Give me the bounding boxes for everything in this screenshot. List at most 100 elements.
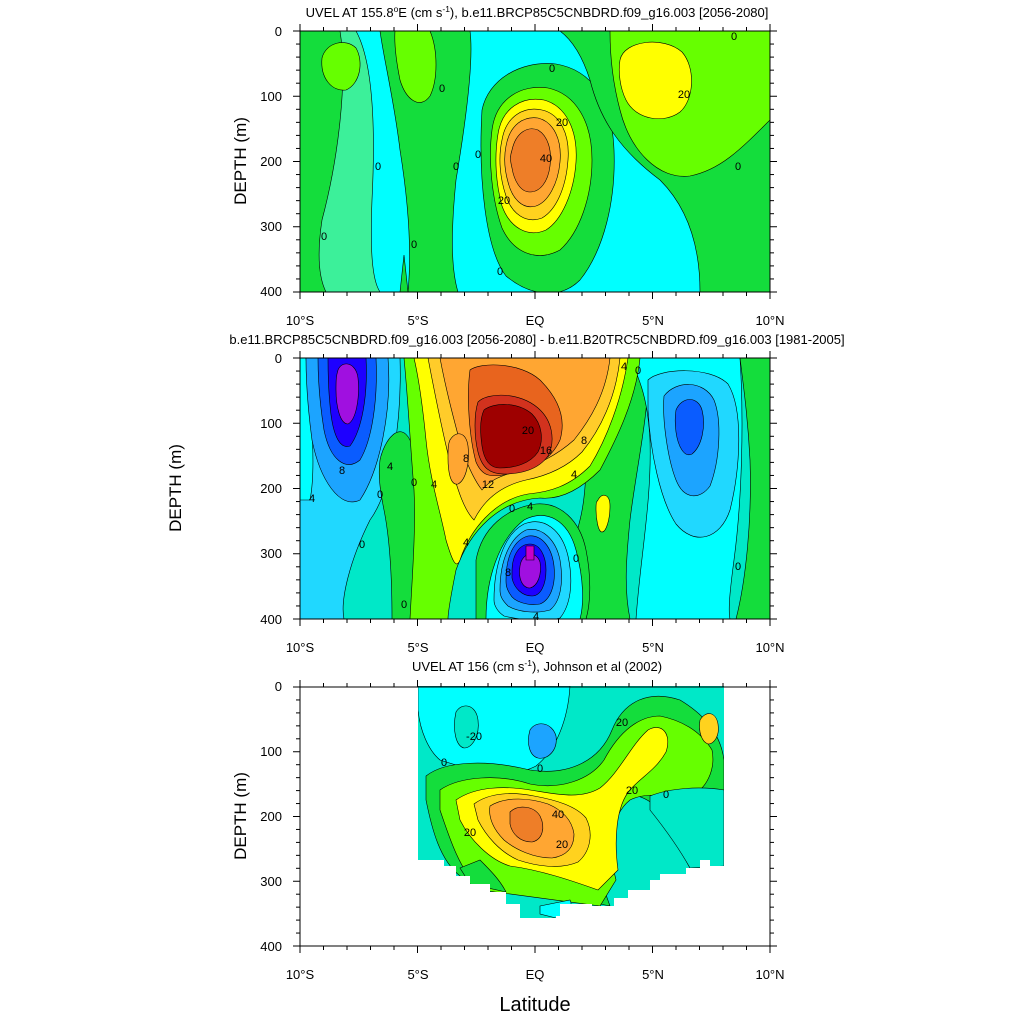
- contour-label: 20: [616, 717, 628, 729]
- bot-fill-blob1: [454, 705, 479, 749]
- panel-middle-ticks: [293, 351, 777, 626]
- y-tick-label: 200: [260, 481, 282, 496]
- contour-label: 4: [571, 469, 577, 481]
- x-tick-label: 5°N: [642, 640, 664, 655]
- panel-bottom-ticks: [293, 680, 777, 953]
- panel-top-ylabel: DEPTH (m): [231, 117, 250, 205]
- contour-label: 0: [735, 161, 741, 173]
- panel-bottom-contours: [418, 686, 724, 918]
- contour-label: 16: [540, 445, 552, 457]
- x-tick-label: 10°N: [755, 313, 784, 328]
- x-tick-label: 5°S: [407, 313, 428, 328]
- contour-label: 0: [411, 477, 417, 489]
- mid-fill-yellow-blob: [595, 494, 611, 533]
- y-tick-label: 300: [260, 219, 282, 234]
- contour-label: 0: [321, 231, 327, 243]
- x-tick-label: 10°N: [755, 967, 784, 982]
- x-tick-label: 5°N: [642, 313, 664, 328]
- bottom-contour-labels: -20 0 0 20 20 40 20 20 20 0: [441, 717, 669, 851]
- contour-label: 20: [678, 89, 690, 101]
- bot-fill-core: [509, 806, 544, 843]
- x-tick-label: 10°S: [286, 640, 315, 655]
- y-tick-label: 0: [275, 679, 282, 694]
- contour-label: 0: [549, 63, 555, 75]
- y-tick-label: 100: [260, 89, 282, 104]
- contour-label: 8: [339, 465, 345, 477]
- y-tick-label: 100: [260, 416, 282, 431]
- contour-label: 0: [509, 503, 515, 515]
- panel-bottom: UVEL AT 156 (cm s-1), Johnson et al (200…: [231, 658, 785, 982]
- panel-bottom-xticklabels: 10°S 5°S EQ 5°N 10°N: [286, 967, 785, 982]
- top-fill-south-strip: [399, 254, 409, 292]
- contour-label: 0: [735, 561, 741, 573]
- contour-label: 0: [663, 789, 669, 801]
- top-fill-east-yellow: [618, 41, 692, 119]
- contour-label: 0: [453, 161, 459, 173]
- contour-label: 20: [626, 785, 638, 797]
- x-tick-label: EQ: [526, 313, 545, 328]
- bot-fill-sw-blob: [459, 859, 507, 893]
- contour-label: 8: [463, 453, 469, 465]
- top-contour-labels: 0 0 0 0 0 0 0 0 0 0 20 20 40 20 0: [321, 31, 741, 278]
- panel-middle-contours: [300, 358, 770, 619]
- mid-fill-east-edge: [735, 358, 770, 619]
- y-tick-label: 0: [275, 24, 282, 39]
- contour-label: 0: [359, 539, 365, 551]
- x-tick-label: 10°S: [286, 967, 315, 982]
- y-tick-label: 400: [260, 612, 282, 627]
- bot-fill-ne-orange: [699, 713, 719, 745]
- y-tick-label: 0: [275, 351, 282, 366]
- contour-label: 8: [505, 567, 511, 579]
- y-tick-label: 400: [260, 284, 282, 299]
- contour-label: 20: [498, 195, 510, 207]
- contour-label: 20: [464, 827, 476, 839]
- x-tick-label: EQ: [526, 967, 545, 982]
- panel-middle-title: b.e11.BRCP85C5CNBDRD.f09_g16.003 [2056-2…: [229, 332, 844, 347]
- x-axis-label: Latitude: [499, 994, 570, 1016]
- y-tick-label: 300: [260, 546, 282, 561]
- panel-middle: b.e11.BRCP85C5CNBDRD.f09_g16.003 [2056-2…: [166, 332, 845, 655]
- panel-top-title: UVEL AT 155.8oE (cm s-1), b.e11.BRCP85C5…: [306, 4, 769, 20]
- contour-label: 20: [556, 839, 568, 851]
- contour-label: 0: [475, 149, 481, 161]
- x-tick-label: EQ: [526, 640, 545, 655]
- contour-label: 4: [309, 493, 315, 505]
- contour-label: 4: [387, 461, 393, 473]
- contour-label: 0: [731, 31, 737, 43]
- top-fill-s-lime: [394, 31, 437, 103]
- contour-label: 0: [439, 83, 445, 95]
- mid-fill-west-orange: [447, 433, 469, 485]
- contour-label: 4: [527, 501, 533, 513]
- contour-label: 0: [375, 161, 381, 173]
- contour-label: 20: [522, 425, 534, 437]
- contour-label: 0: [377, 489, 383, 501]
- panel-middle-xticklabels: 10°S 5°S EQ 5°N 10°N: [286, 640, 785, 655]
- middle-contour-labels: 4 8 4 0 4 0 8 0 12 20 16 8 4 4 0 0 8 0 4…: [309, 361, 741, 623]
- contour-label: 20: [556, 117, 568, 129]
- contour-label: 0: [411, 239, 417, 251]
- panel-top-contours: [300, 31, 770, 292]
- contour-label: 4: [463, 537, 469, 549]
- contour-label: 40: [540, 153, 552, 165]
- x-tick-label: 5°S: [407, 967, 428, 982]
- x-tick-label: 5°N: [642, 967, 664, 982]
- panel-top-yticklabels: 0 100 200 300 400: [260, 24, 282, 299]
- bot-fill-blob2: [528, 723, 557, 759]
- contour-label: -20: [466, 731, 482, 743]
- contour-label: 4: [533, 611, 539, 623]
- y-tick-label: 200: [260, 809, 282, 824]
- y-tick-label: 300: [260, 874, 282, 889]
- contour-label: 0: [441, 757, 447, 769]
- contour-label: 0: [401, 599, 407, 611]
- panel-middle-yticklabels: 0 100 200 300 400: [260, 351, 282, 627]
- contour-label: 40: [552, 809, 564, 821]
- x-tick-label: 5°S: [407, 640, 428, 655]
- panel-middle-ylabel: DEPTH (m): [166, 444, 185, 532]
- panel-top-ticks: [293, 24, 777, 299]
- y-tick-label: 200: [260, 154, 282, 169]
- contour-label: 0: [497, 266, 503, 278]
- mid-fill-cold-magenta: [525, 545, 535, 561]
- top-fill-west-lime: [321, 42, 361, 91]
- x-tick-label: 10°S: [286, 313, 315, 328]
